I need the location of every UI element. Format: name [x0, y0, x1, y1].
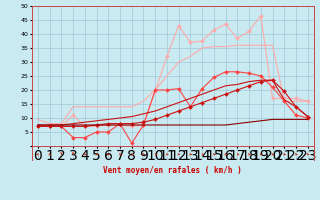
X-axis label: Vent moyen/en rafales ( km/h ): Vent moyen/en rafales ( km/h )	[103, 166, 242, 175]
